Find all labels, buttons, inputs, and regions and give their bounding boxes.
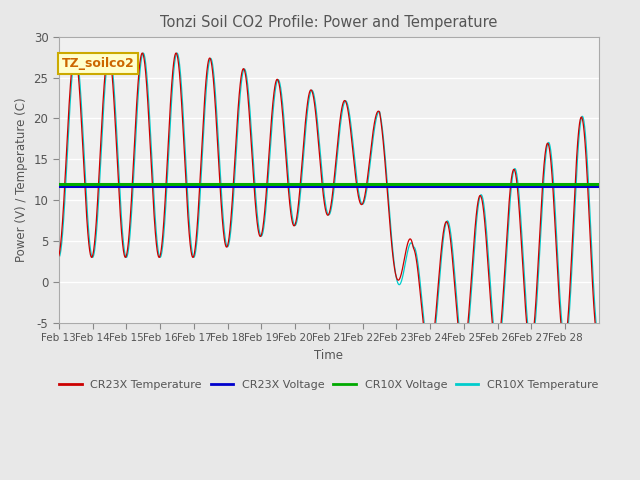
X-axis label: Time: Time: [314, 349, 344, 362]
Text: TZ_soilco2: TZ_soilco2: [61, 57, 134, 70]
Title: Tonzi Soil CO2 Profile: Power and Temperature: Tonzi Soil CO2 Profile: Power and Temper…: [160, 15, 498, 30]
Y-axis label: Power (V) / Temperature (C): Power (V) / Temperature (C): [15, 97, 28, 262]
Legend: CR23X Temperature, CR23X Voltage, CR10X Voltage, CR10X Temperature: CR23X Temperature, CR23X Voltage, CR10X …: [55, 375, 603, 395]
